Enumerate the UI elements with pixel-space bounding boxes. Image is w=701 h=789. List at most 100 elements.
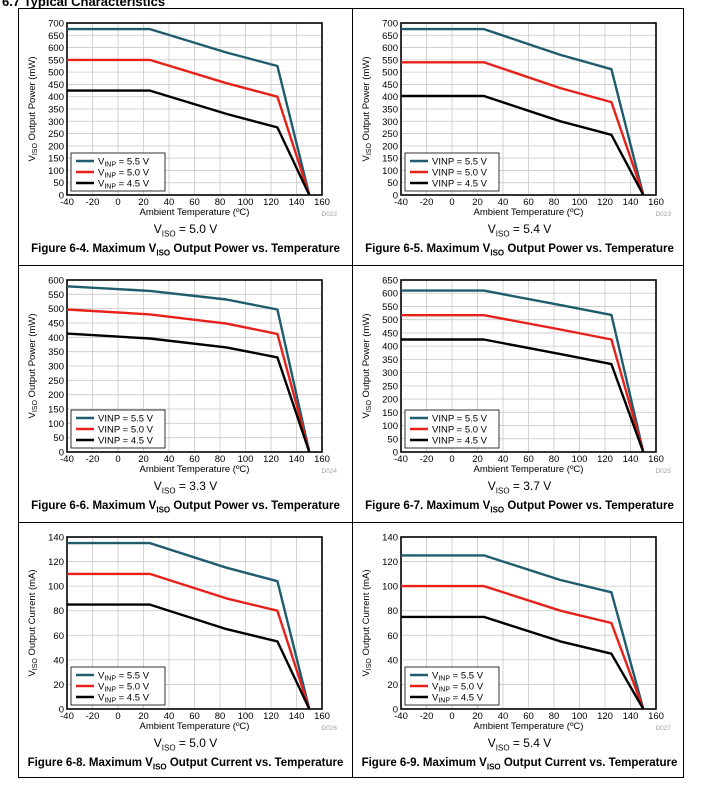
y-tick-label: 100 — [382, 421, 398, 432]
legend-label: VINP = 5.5 V — [98, 414, 154, 425]
x-tick-label: 160 — [314, 711, 330, 722]
y-tick-label: 200 — [48, 390, 64, 401]
series-line — [67, 572, 311, 710]
plot-frame — [400, 536, 657, 710]
y-tick-label: 350 — [382, 355, 398, 366]
series-line — [67, 27, 311, 196]
x-tick-label: 80 — [549, 197, 560, 208]
figure-code: D027 — [655, 725, 671, 732]
y-tick-label: 250 — [48, 129, 64, 140]
x-tick-label: 80 — [215, 711, 226, 722]
plot-frame — [400, 22, 657, 196]
x-tick-label: 100 — [572, 197, 588, 208]
y-axis-label: VISO Output Power (mW) — [27, 57, 39, 162]
y-tick-label: 20 — [387, 680, 398, 691]
y-tick-label: 100 — [48, 419, 64, 430]
x-tick-label: -40 — [60, 454, 74, 465]
series-line — [66, 332, 311, 453]
y-tick-label: 150 — [382, 154, 398, 165]
x-axis-label: Ambient Temperature (ºC) — [140, 464, 250, 475]
y-tick-label: 500 — [382, 68, 398, 79]
legend-label: VINP = 4.5 V — [98, 179, 150, 191]
x-tick-label: 140 — [623, 711, 639, 722]
condition-label: VISO = 5.4 V — [487, 736, 552, 753]
figure-caption: Figure 6-8. Maximum VISO Output Current … — [27, 757, 344, 772]
y-tick-label: 50 — [53, 433, 64, 444]
y-tick-label: 0 — [393, 448, 398, 459]
y-tick-label: 300 — [48, 362, 64, 373]
grid-divider-vertical — [352, 9, 353, 777]
figure-caption: Figure 6-9. Maximum VISO Output Current … — [361, 757, 678, 772]
legend-label: VINP = 5.5 V — [98, 157, 150, 169]
legend-label: VINP = 5.5 V — [432, 414, 488, 425]
y-tick-label: 600 — [48, 43, 64, 54]
y-tick-label: 350 — [48, 347, 64, 358]
x-axis-label: Ambient Temperature (ºC) — [474, 721, 584, 732]
x-tick-label: -20 — [86, 197, 100, 208]
y-tick-label: 0 — [393, 705, 398, 716]
y-tick-label: 600 — [382, 289, 398, 300]
x-axis-label: Ambient Temperature (ºC) — [474, 207, 584, 218]
chart-svg: -40 -20 0 20 40 60 80 100 120 140 160 0 50 100 150 200 2… — [361, 276, 671, 476]
legend-label: VINP = 5.0 V — [432, 168, 488, 179]
x-tick-label: -40 — [60, 711, 74, 722]
y-tick-label: 140 — [382, 533, 398, 544]
legend-label: VINP = 5.0 V — [98, 425, 154, 436]
x-tick-label: 60 — [523, 711, 534, 722]
x-tick-label: 40 — [498, 197, 509, 208]
y-tick-label: 250 — [48, 376, 64, 387]
series-line — [401, 338, 645, 453]
figure-caption: Figure 6-4. Maximum VISO Output Power vs… — [31, 243, 340, 258]
y-axis-label: VISO Output Current (mA) — [27, 569, 39, 676]
y-tick-label: 100 — [48, 582, 64, 593]
x-tick-label: 160 — [648, 711, 664, 722]
x-tick-label: 20 — [138, 197, 149, 208]
x-tick-label: 160 — [648, 454, 664, 465]
x-tick-label: 120 — [597, 711, 613, 722]
series-line — [67, 58, 311, 196]
legend-label: VINP = 5.0 V — [432, 425, 488, 436]
legend-label: VINP = 5.5 V — [432, 671, 484, 683]
x-tick-label: 20 — [138, 454, 149, 465]
y-tick-label: 550 — [382, 55, 398, 66]
series-line — [401, 61, 645, 196]
series-line — [67, 541, 311, 710]
x-tick-label: 140 — [289, 711, 305, 722]
figure-caption: Figure 6-5. Maximum VISO Output Power vs… — [365, 243, 674, 258]
x-tick-label: 100 — [572, 454, 588, 465]
plot-frame — [66, 279, 323, 453]
y-axis-label: VISO Output Power (mW) — [361, 57, 373, 162]
figure-panel: -40 -20 0 20 40 60 80 100 120 140 160 0 50 100 150 200 2… — [353, 266, 686, 522]
y-tick-label: 500 — [48, 304, 64, 315]
y-tick-label: 650 — [382, 31, 398, 42]
x-tick-label: 80 — [215, 197, 226, 208]
series-line — [401, 27, 645, 196]
x-tick-label: 20 — [138, 711, 149, 722]
condition-label: VISO = 5.0 V — [153, 222, 218, 239]
x-tick-label: 80 — [549, 711, 560, 722]
x-tick-label: 120 — [597, 197, 613, 208]
x-tick-label: 40 — [164, 197, 175, 208]
x-tick-label: 0 — [115, 454, 120, 465]
x-tick-label: 120 — [263, 711, 279, 722]
chart-svg: -40 -20 0 20 40 60 80 100 120 140 160 0 20 40 60 80 100 1… — [27, 533, 337, 733]
legend-label: VINP = 4.5 V — [432, 693, 484, 705]
y-tick-label: 80 — [53, 606, 64, 617]
legend-label: VINP = 5.5 V — [432, 157, 488, 168]
x-tick-label: -20 — [420, 711, 434, 722]
y-tick-label: 100 — [382, 582, 398, 593]
y-tick-label: 50 — [387, 434, 398, 445]
y-tick-label: 0 — [59, 448, 64, 459]
legend-box — [70, 152, 166, 192]
section-heading: 6.7 Typical Characteristics — [2, 0, 166, 9]
legend-label: VINP = 5.5 V — [98, 671, 150, 683]
y-tick-label: 450 — [48, 319, 64, 330]
y-tick-label: 0 — [59, 191, 64, 202]
figure-panel: -40 -20 0 20 40 60 80 100 120 140 160 0 20 40 60 80 100 1… — [19, 523, 352, 779]
figure-code: D025 — [655, 468, 671, 475]
y-tick-label: 150 — [48, 154, 64, 165]
x-tick-label: 0 — [449, 197, 454, 208]
x-tick-label: 60 — [523, 454, 534, 465]
y-tick-label: 400 — [382, 342, 398, 353]
y-tick-label: 150 — [382, 408, 398, 419]
